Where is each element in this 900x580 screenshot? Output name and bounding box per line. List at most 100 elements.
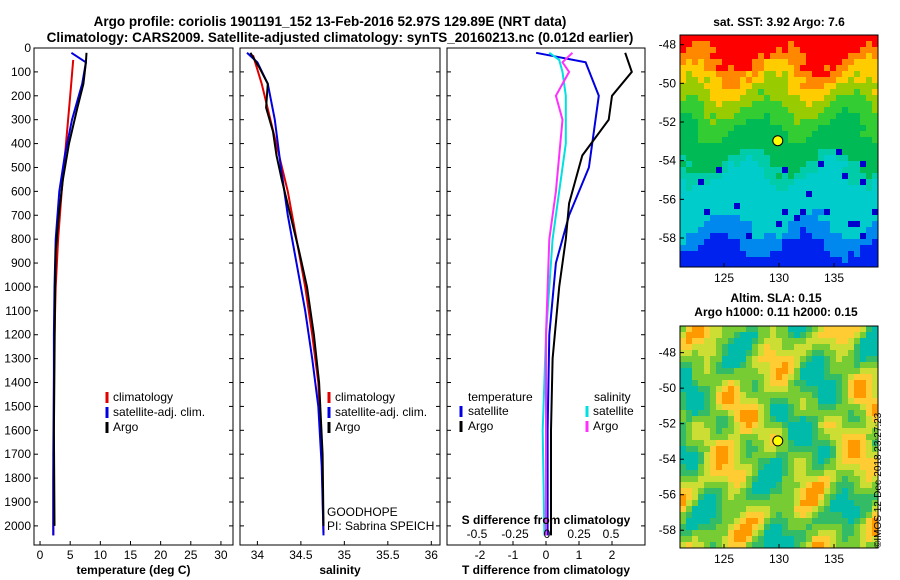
map-cell [818,263,825,268]
map-cell [764,203,771,210]
map-cell [824,245,831,252]
map-cell [830,221,837,228]
map-cell [722,77,729,84]
map-cell [806,464,813,471]
map-cell [854,95,861,102]
map-cell [776,257,783,264]
map-cell [848,512,855,519]
map-cell [716,350,723,357]
map-cell [740,173,747,180]
map-cell [866,416,873,423]
map-cell [734,35,741,42]
map-cell [812,101,819,108]
map-cell [848,203,855,210]
map-cell [758,119,765,126]
y-tick-label: -56 [659,192,677,206]
map-cell [758,95,765,102]
map-cell [776,392,783,399]
map-cell [716,410,723,417]
map-cell [782,512,789,519]
map-cell [716,47,723,54]
map-cell [830,191,837,198]
map-cell [686,368,693,375]
map-cell [704,167,711,174]
map-cell [698,332,705,339]
map-cell [872,440,879,447]
map-cell [734,506,741,513]
map-cell [686,71,693,78]
map-cell [794,95,801,102]
map-cell [734,392,741,399]
map-cell [704,416,711,423]
map-cell [806,95,813,102]
map-cell [752,542,759,549]
map-cell [716,77,723,84]
map-cell [740,446,747,453]
map-cell [722,506,729,513]
map-cell [710,416,717,423]
map-cell [782,161,789,168]
map-cell [872,530,879,537]
map-cell [710,494,717,501]
map-cell [836,380,843,387]
map-cell [842,83,849,90]
map-cell [770,59,777,66]
map-cell [842,161,849,168]
map-cell [818,542,825,549]
map-cell [728,362,735,369]
map-cell [686,494,693,501]
map-cell [752,197,759,204]
map-cell [782,374,789,381]
map-cell [752,374,759,381]
map-cell [848,161,855,168]
map-cell [860,191,867,198]
map-cell [866,53,873,60]
map-cell [854,155,861,162]
map-cell [758,257,765,264]
map-cell [764,191,771,198]
map-cell [788,167,795,174]
map-cell [686,488,693,495]
map-cell [710,191,717,198]
map-cell [710,512,717,519]
map-cell [866,452,873,459]
map-cell [728,500,735,507]
map-cell [872,464,879,471]
map-cell [818,209,825,216]
map-cell [734,380,741,387]
map-cell [764,494,771,501]
map-cell [686,59,693,66]
map-cell [776,47,783,54]
map-cell [866,107,873,114]
map-cell [740,338,747,345]
map-cell [848,215,855,222]
map-cell [782,380,789,387]
map-cell [698,233,705,240]
map-cell [824,35,831,42]
map-cell [758,53,765,60]
map-cell [806,392,813,399]
map-cell [818,59,825,66]
map-cell [794,446,801,453]
map-cell [764,215,771,222]
map-cell [866,125,873,132]
map-cell [866,59,873,66]
map-cell [812,173,819,180]
map-cell [842,482,849,489]
map-cell [680,191,687,198]
map-cell [770,83,777,90]
map-cell [740,35,747,42]
map-cell [794,404,801,411]
map-cell [686,119,693,126]
legend-label: satellite [593,404,634,418]
map-cell [830,524,837,531]
map-cell [836,542,843,549]
map-cell [860,257,867,264]
map-cell [788,119,795,126]
map-cell [806,488,813,495]
map-cell [842,494,849,501]
map-cell [686,65,693,72]
map-cell [692,536,699,543]
map-cell [830,338,837,345]
map-cell [854,191,861,198]
